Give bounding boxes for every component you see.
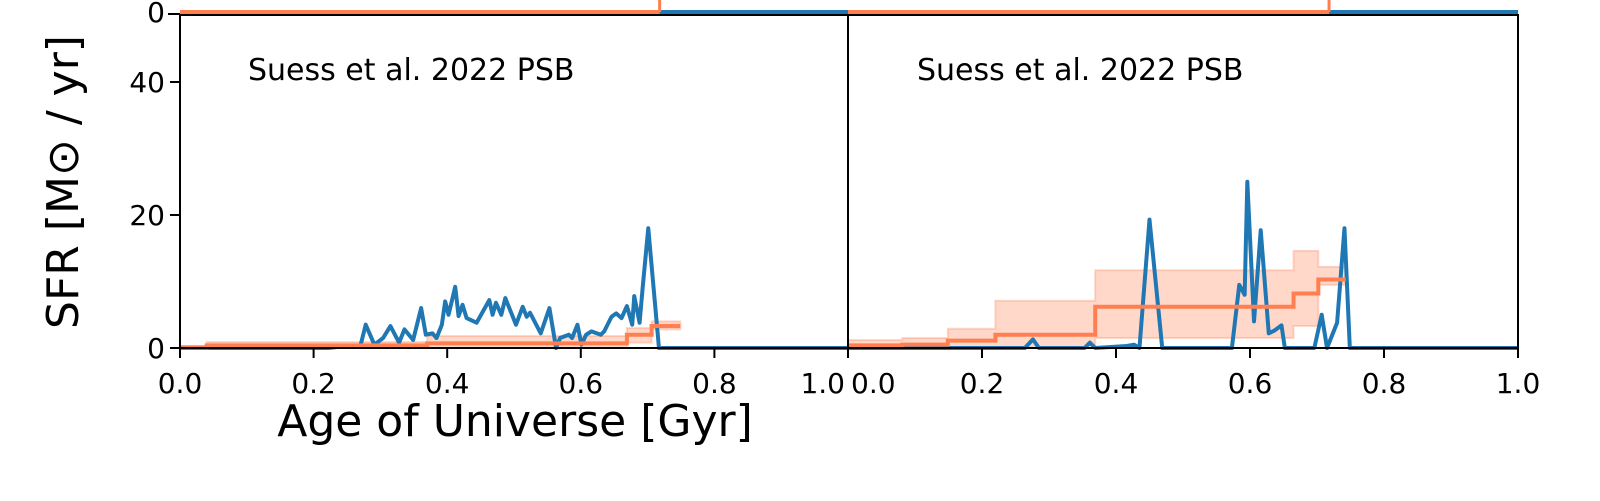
left-panel-annotation: Suess et al. 2022 PSB: [248, 53, 574, 88]
x-axis-label: Age of Universe [Gyr]: [277, 396, 753, 447]
left-blue-sfr-line: [180, 226, 848, 350]
right-xtick-label: 1.0: [1496, 367, 1541, 400]
right-xtick-label: 0.4: [1094, 367, 1139, 400]
top-row-panels: 0: [147, 0, 1518, 29]
left-xtick-label: 1.0: [800, 367, 845, 400]
right-orange-median-step: [848, 277, 1346, 348]
left-ytick-label: 0: [147, 332, 165, 365]
y-axis-label: SFR [M⊙ / yr]: [38, 35, 89, 329]
right-xtick-label: 0.2: [960, 367, 1005, 400]
right-xtick-label: 0.0: [851, 367, 896, 400]
right-panel-annotation: Suess et al. 2022 PSB: [917, 53, 1243, 88]
left-ytick-label: 20: [129, 199, 165, 232]
top-left-ytick-label: 0: [147, 0, 165, 29]
right-xtick-label: 0.8: [1362, 367, 1407, 400]
right-panel-frame: [847, 14, 1519, 349]
left-xtick-label: 0.6: [559, 367, 604, 400]
left-xtick-label: 0.2: [291, 367, 336, 400]
right-blue-sfr-line: [848, 179, 1518, 350]
left-xtick-label: 0.0: [158, 367, 203, 400]
left-xtick-label: 0.4: [425, 367, 470, 400]
bottom-row-panels: 0.0 0.2 0.4 0.6 0.8 1.0 0 20 40 0.0 0.2 0.4 0.6 0.8 1.…: [129, 14, 1541, 400]
left-orange-median-step: [180, 324, 681, 350]
left-ytick-label: 40: [129, 66, 165, 99]
right-xtick-label: 0.6: [1228, 367, 1273, 400]
left-xtick-label: 0.8: [692, 367, 737, 400]
